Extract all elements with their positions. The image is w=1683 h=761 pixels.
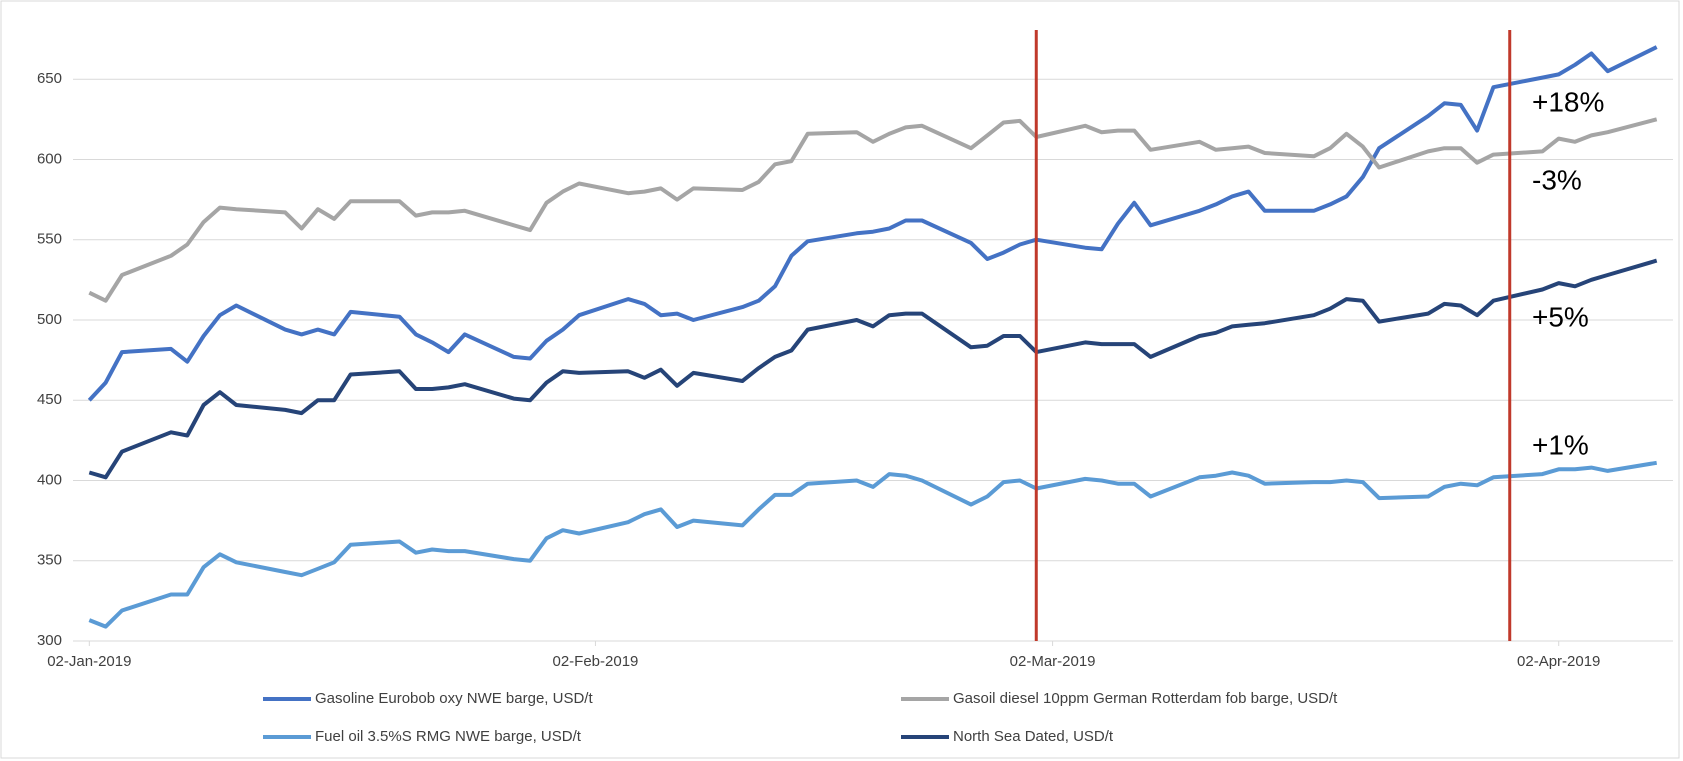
x-tick-label: 02-Apr-2019: [1517, 653, 1600, 670]
series-line: [88, 258, 1658, 480]
y-tick-label: 500: [37, 311, 62, 328]
y-tick-label: 300: [37, 632, 62, 649]
annotation: +1%: [1532, 429, 1589, 460]
y-tick-label: 650: [37, 70, 62, 87]
series-line: [88, 117, 1658, 303]
legend-label: Fuel oil 3.5%S RMG NWE barge, USD/t: [315, 728, 582, 745]
legend-label: Gasoil diesel 10ppm German Rotterdam fob…: [953, 690, 1338, 707]
y-tick-label: 550: [37, 231, 62, 248]
y-tick-label: 400: [37, 471, 62, 488]
legend-label: North Sea Dated, USD/t: [953, 728, 1114, 745]
x-tick-label: 02-Mar-2019: [1010, 653, 1096, 670]
y-tick-label: 600: [37, 150, 62, 167]
y-tick-label: 450: [37, 391, 62, 408]
series-line: [88, 460, 1658, 629]
annotation: +5%: [1532, 301, 1589, 332]
annotation: +18%: [1532, 86, 1604, 117]
y-tick-label: 350: [37, 552, 62, 569]
x-tick-label: 02-Jan-2019: [47, 653, 131, 670]
x-tick-label: 02-Feb-2019: [552, 653, 638, 670]
annotation: -3%: [1532, 164, 1582, 195]
legend-label: Gasoline Eurobob oxy NWE barge, USD/t: [315, 690, 593, 707]
